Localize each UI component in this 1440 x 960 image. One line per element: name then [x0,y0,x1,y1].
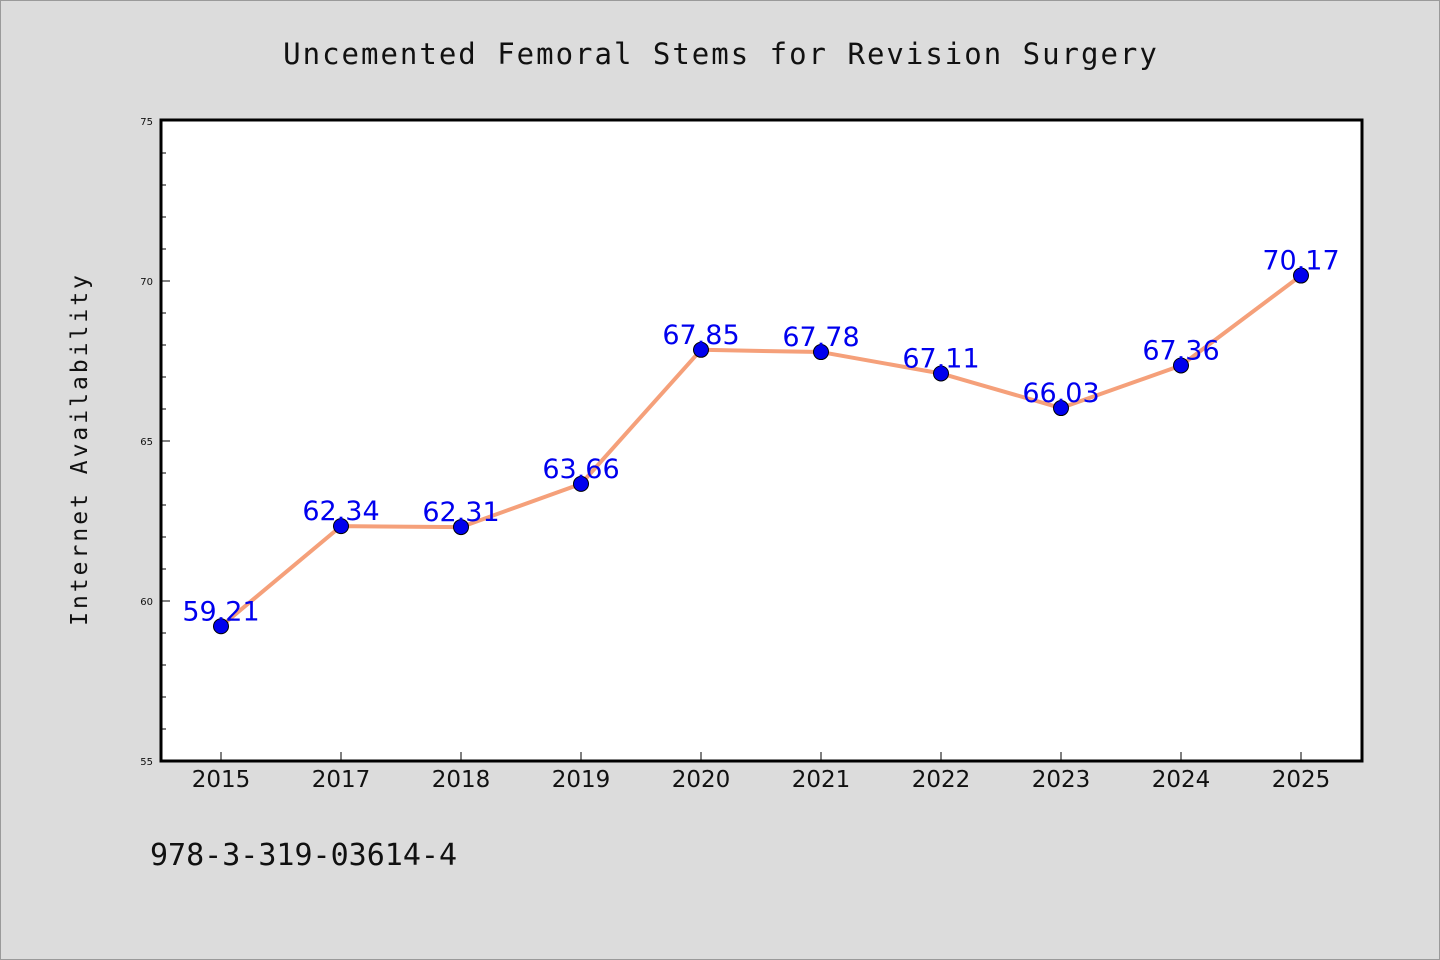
data-label: 70.17 [1262,246,1339,277]
y-tick-label: 70 [140,277,153,288]
data-point [933,365,949,382]
data-point [213,618,229,635]
data-label: 63.66 [542,454,619,485]
data-label: 67.85 [662,320,739,351]
data-label: 62.34 [302,496,379,527]
x-tick-label: 2023 [1032,767,1091,793]
data-label: 67.11 [902,343,979,374]
x-tick-label: 2018 [432,767,491,793]
x-tick-label: 2022 [912,767,971,793]
chart-title: Uncemented Femoral Stems for Revision Su… [283,37,1159,71]
x-tick-label: 2015 [192,767,251,793]
data-point [813,344,829,361]
data-label: 66.03 [1022,378,1099,409]
series-lines [219,273,1303,629]
y-tick-label: 75 [140,117,153,128]
data-label: 59.21 [182,596,259,627]
series-markers [213,267,1309,635]
x-tick-label: 2021 [792,767,851,793]
x-axis: 2015 2017 2018 2019 2020 2021 2022 2023 2024 2025 [192,752,1331,793]
data-label: 62.31 [422,497,499,528]
data-point [573,475,589,492]
y-tick-label: 60 [140,597,153,608]
x-tick-label: 2017 [312,767,371,793]
data-label: 67.78 [782,322,859,353]
series-line [219,273,1303,629]
data-labels: 59.21 62.34 62.31 63.66 67.85 67.78 67.11 66.03… [182,246,1339,628]
data-point [1173,357,1189,374]
plot-area [159,118,1364,763]
x-tick-label: 2020 [672,767,731,793]
y-tick-label: 65 [140,437,153,448]
y-axis: 55 60 65 70 75 [140,117,170,768]
data-label: 67.36 [1142,335,1219,366]
isbn-footer: 978-3-319-03614-4 [150,838,457,873]
y-axis-label: Internet Availability [67,272,93,626]
y-tick-label: 55 [140,757,153,768]
data-point [1293,267,1309,284]
x-tick-label: 2024 [1152,767,1211,793]
data-point [453,519,469,536]
x-tick-label: 2019 [552,767,611,793]
data-point [1053,400,1069,417]
x-tick-label: 2025 [1272,767,1331,793]
data-point [333,518,349,535]
data-point [693,341,709,358]
